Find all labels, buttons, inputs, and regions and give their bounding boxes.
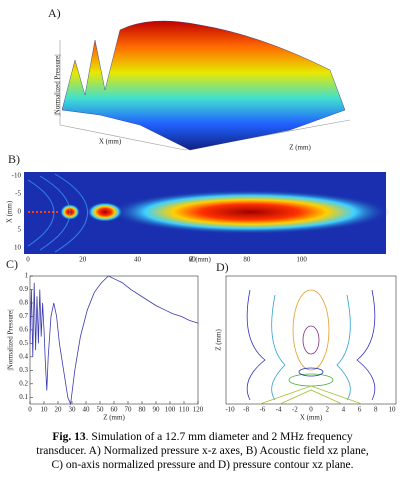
contours xyxy=(246,289,376,405)
x-tick-label: 100 xyxy=(165,406,176,414)
contour xyxy=(246,289,376,401)
x-tick-label: 80 xyxy=(139,406,147,414)
x-tick-label: 120 xyxy=(193,406,204,414)
y-tick-label: 0.5 xyxy=(19,339,28,347)
y-tick-label: 1 xyxy=(25,272,29,280)
plot-frame xyxy=(29,275,199,405)
x-tick-label: 90 xyxy=(153,406,161,414)
y-tick-label: 0.3 xyxy=(19,366,28,374)
axis-label: Z (mm) xyxy=(189,256,211,264)
x-tick-label: 110 xyxy=(179,406,190,414)
y-tick-label: 0 xyxy=(18,208,22,216)
y-tick-label: 0.2 xyxy=(19,379,28,387)
x-tick-label: 0 xyxy=(309,406,313,414)
x-tick-label: -2 xyxy=(292,406,298,414)
x-tick-label: 4 xyxy=(342,406,346,414)
y-tick-label: 0.1 xyxy=(19,393,28,401)
x-tick-label: 20 xyxy=(55,406,63,414)
panel-label: B) xyxy=(8,152,20,166)
contour xyxy=(292,289,330,371)
axis-label: Z (mm) xyxy=(289,144,311,152)
y-tick-label: 0.4 xyxy=(19,352,28,360)
x-tick-label: 60 xyxy=(189,256,197,264)
y-tick-label: 0.7 xyxy=(19,312,28,320)
x-tick-label: 80 xyxy=(243,256,251,264)
contour xyxy=(271,294,351,401)
x-tick-label: 40 xyxy=(83,406,91,414)
axis-label: X (mm) xyxy=(99,138,122,146)
y-tick-label: 5 xyxy=(18,226,22,234)
data-line xyxy=(29,275,199,406)
contour xyxy=(298,367,324,377)
caption-label: Fig. 13 xyxy=(52,431,86,443)
surface xyxy=(61,20,346,151)
beam-lobe xyxy=(87,202,123,222)
axis-label: |Normalized Pressure| xyxy=(7,309,15,370)
x-tick-label: 70 xyxy=(125,406,133,414)
y-tick-label: 0.6 xyxy=(19,326,28,334)
panel-label: D) xyxy=(216,260,229,274)
x-tick-label: 20 xyxy=(79,256,87,264)
caption-line: . Simulation of a 12.7 mm diameter and 2… xyxy=(85,431,353,443)
axis-label: X (mm) xyxy=(300,414,323,422)
x-tick-label: 8 xyxy=(374,406,378,414)
panel-label: C) xyxy=(6,257,18,271)
y-tick-label: 0.9 xyxy=(19,285,28,293)
beam xyxy=(110,190,390,234)
x-tick-label: 0 xyxy=(26,256,30,264)
x-tick-label: -4 xyxy=(276,406,282,414)
contour xyxy=(302,325,320,355)
x-tick-label: 50 xyxy=(97,406,105,414)
y-tick-label: 0.8 xyxy=(19,299,28,307)
axis-label: Z (mm) xyxy=(103,414,125,422)
figure: A) |Normalized Pressure| X (mm) Z (mm) B… xyxy=(6,6,397,422)
caption: Fig. 13. Simulation of a 12.7 mm diamete… xyxy=(0,430,405,472)
x-tick-label: 40 xyxy=(134,256,142,264)
caption-line: transducer. A) Normalized pressure x-z a… xyxy=(36,445,369,457)
axis-label: |Normalized Pressure| xyxy=(54,54,62,115)
x-tick-label: -6 xyxy=(259,406,265,414)
x-tick-label: 0 xyxy=(28,406,32,414)
interference xyxy=(27,173,88,253)
contour xyxy=(259,385,363,405)
y-tick-label: -10 xyxy=(12,172,22,180)
x-tick-label: 2 xyxy=(325,406,329,414)
panel-label: A) xyxy=(48,6,61,20)
x-tick-label: 10 xyxy=(389,406,397,414)
y-tick-label: 10 xyxy=(14,244,22,252)
axis-label: Z (mm) xyxy=(215,329,223,351)
x-tick-label: 100 xyxy=(296,256,307,264)
x-tick-label: -10 xyxy=(225,406,235,414)
x-tick-label: -8 xyxy=(243,406,249,414)
x-tick-label: 60 xyxy=(111,406,119,414)
x-tick-label: 10 xyxy=(41,406,49,414)
plot-frame xyxy=(225,275,397,405)
x-tick-label: 30 xyxy=(69,406,77,414)
x-tick-label: 6 xyxy=(358,406,362,414)
axis-box xyxy=(59,40,351,151)
caption-line: C) on-axis normalized pressure and D) pr… xyxy=(51,459,354,471)
axis-label: X (mm) xyxy=(6,200,14,223)
y-tick-label: -5 xyxy=(15,190,21,198)
